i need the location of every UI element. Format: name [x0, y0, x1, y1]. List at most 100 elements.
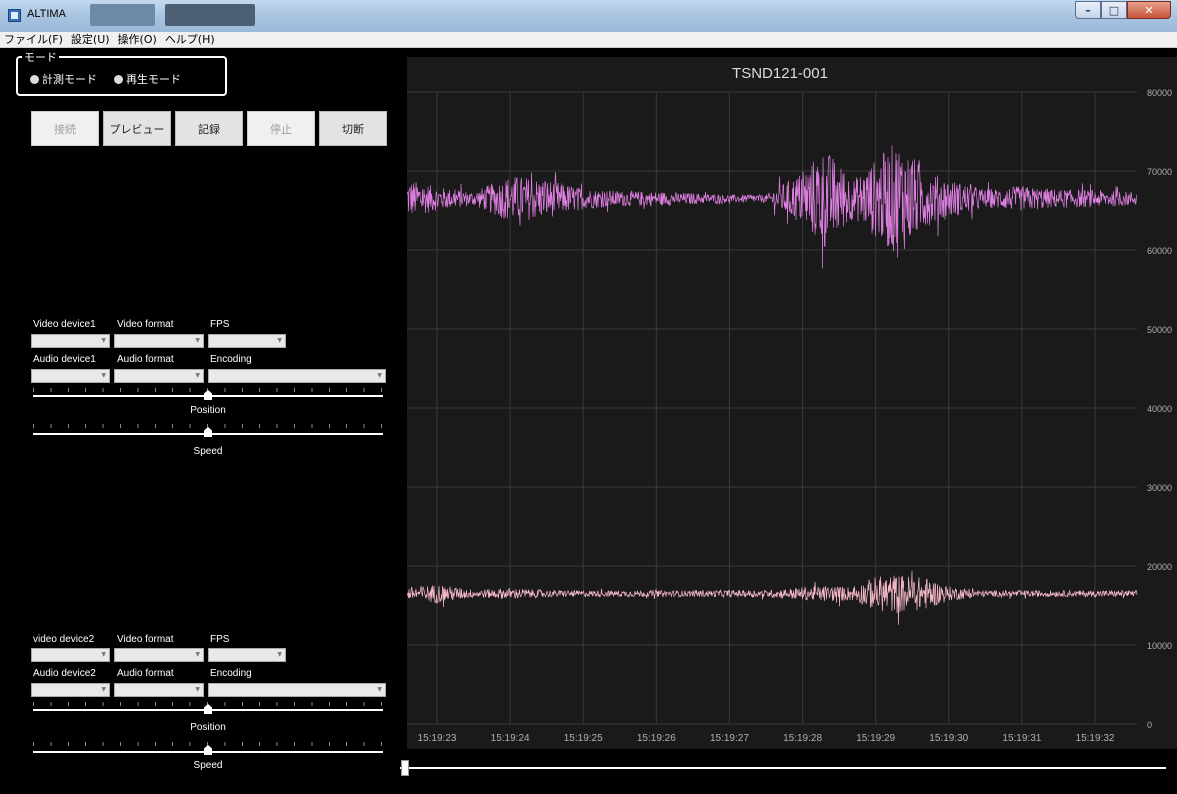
slider-ticks: [33, 424, 383, 428]
chart-background: [407, 57, 1177, 749]
video-device1-select[interactable]: ▼: [31, 334, 110, 348]
audio-format2-select[interactable]: ▼: [114, 683, 204, 697]
close-icon[interactable]: ✕: [1127, 1, 1171, 19]
position2-label: Position: [190, 722, 226, 733]
audio-device2-label: Audio device2: [33, 668, 96, 679]
chevron-down-icon: ▼: [277, 651, 282, 658]
speed1-slider[interactable]: [33, 424, 383, 439]
chevron-down-icon: ▼: [195, 651, 200, 658]
video-format2-label: Video format: [117, 634, 174, 645]
fps2-select[interactable]: ▼: [208, 648, 286, 662]
video-format1-label: Video format: [117, 319, 174, 330]
encoding2-select[interactable]: ▼: [208, 683, 386, 697]
x-tick-label: 15:19:32: [1076, 733, 1115, 744]
x-tick-label: 15:19:31: [1002, 733, 1041, 744]
encoding2-label: Encoding: [210, 668, 252, 679]
x-tick-label: 15:19:24: [491, 733, 530, 744]
slider-thumb[interactable]: [204, 745, 212, 755]
chevron-down-icon: ▼: [195, 337, 200, 344]
slider-thumb[interactable]: [401, 760, 409, 776]
y-tick-label: 10000: [1147, 641, 1172, 651]
chart-title: TSND121-001: [732, 65, 828, 82]
slider-track: [400, 767, 1166, 769]
radio-icon: [30, 74, 39, 84]
stop-button[interactable]: 停止: [247, 111, 315, 146]
y-tick-label: 40000: [1147, 404, 1172, 414]
menu-operation[interactable]: 操作(O): [117, 33, 157, 46]
video-device1-label: Video device1: [33, 319, 96, 330]
record-button[interactable]: 記録: [175, 111, 243, 146]
radio-measure-mode[interactable]: 計測モード: [30, 71, 97, 87]
video-device2-label: video device2: [33, 634, 95, 645]
video-device2-select[interactable]: ▼: [31, 648, 110, 662]
mode-legend: モード: [22, 49, 59, 65]
slider-thumb[interactable]: [204, 427, 212, 437]
chevron-down-icon: ▼: [377, 372, 382, 379]
chevron-down-icon: ▼: [277, 337, 282, 344]
audio-format1-select[interactable]: ▼: [114, 369, 204, 383]
audio-format1-label: Audio format: [117, 354, 174, 365]
chevron-down-icon: ▼: [101, 651, 106, 658]
x-tick-label: 15:19:25: [564, 733, 603, 744]
audio-device1-select[interactable]: ▼: [31, 369, 110, 383]
chevron-down-icon: ▼: [195, 686, 200, 693]
slider-thumb[interactable]: [204, 390, 212, 400]
chart-axes: 80000 70000 60000 50000 40000 30000 20000 10000…: [418, 88, 1173, 744]
chevron-down-icon: ▼: [377, 686, 382, 693]
speed2-slider[interactable]: [33, 742, 383, 757]
radio-icon: [114, 74, 123, 84]
x-tick-label: 15:19:30: [929, 733, 968, 744]
y-tick-label: 0: [1147, 720, 1152, 730]
radio-label: 計測モード: [42, 73, 97, 86]
fps1-select[interactable]: ▼: [208, 334, 286, 348]
speed1-label: Speed: [193, 446, 223, 457]
chevron-down-icon: ▼: [195, 372, 200, 379]
fps2-label: FPS: [210, 634, 230, 645]
x-tick-label: 15:19:26: [637, 733, 676, 744]
radio-label: 再生モード: [126, 73, 181, 86]
disconnect-button[interactable]: 切断: [319, 111, 387, 146]
y-tick-label: 30000: [1147, 483, 1172, 493]
position2-slider[interactable]: [33, 702, 383, 717]
position1-label: Position: [190, 405, 226, 416]
series-line-2: [407, 570, 1138, 625]
window-title: ALTIMA: [27, 8, 66, 20]
x-tick-label: 15:19:27: [710, 733, 749, 744]
audio-device1-label: Audio device1: [33, 354, 96, 365]
taskbar-blur: [90, 4, 155, 26]
title-bar: ALTIMA – □ ✕: [0, 0, 1177, 33]
fps1-label: FPS: [210, 319, 230, 330]
chart-series: [407, 145, 1138, 625]
maximize-icon[interactable]: □: [1101, 1, 1127, 19]
radio-playback-mode[interactable]: 再生モード: [114, 71, 181, 87]
y-tick-label: 50000: [1147, 325, 1172, 335]
connect-button[interactable]: 接続: [31, 111, 99, 146]
encoding1-label: Encoding: [210, 354, 252, 365]
minimize-icon[interactable]: –: [1075, 1, 1101, 19]
slider-thumb[interactable]: [204, 704, 212, 714]
sensor-chart: 80000 70000 60000 50000 40000 30000 20000 10000…: [407, 57, 1177, 749]
chevron-down-icon: ▼: [101, 337, 106, 344]
x-tick-label: 15:19:28: [783, 733, 822, 744]
menu-help[interactable]: ヘルプ(H): [164, 33, 215, 46]
mode-group: モード 計測モード 再生モード: [16, 49, 227, 96]
timeline-slider[interactable]: [400, 760, 1166, 776]
video-format1-select[interactable]: ▼: [114, 334, 204, 348]
y-tick-label: 80000: [1147, 88, 1172, 98]
menu-bar: ファイル(F) 設定(U) 操作(O) ヘルプ(H): [0, 32, 1177, 48]
y-tick-label: 20000: [1147, 562, 1172, 572]
taskbar-blur: [165, 4, 255, 26]
audio-format2-label: Audio format: [117, 668, 174, 679]
y-tick-label: 70000: [1147, 167, 1172, 177]
preview-button[interactable]: プレビュー: [103, 111, 171, 146]
position1-slider[interactable]: [33, 388, 383, 403]
encoding1-select[interactable]: ▼: [208, 369, 386, 383]
video-format2-select[interactable]: ▼: [114, 648, 204, 662]
window-controls: – □ ✕: [1075, 1, 1171, 21]
chevron-down-icon: ▼: [101, 372, 106, 379]
audio-device2-select[interactable]: ▼: [31, 683, 110, 697]
slider-ticks: [33, 742, 383, 746]
menu-settings[interactable]: 設定(U): [70, 33, 110, 46]
app-icon: [8, 9, 21, 22]
menu-file[interactable]: ファイル(F): [4, 33, 63, 46]
